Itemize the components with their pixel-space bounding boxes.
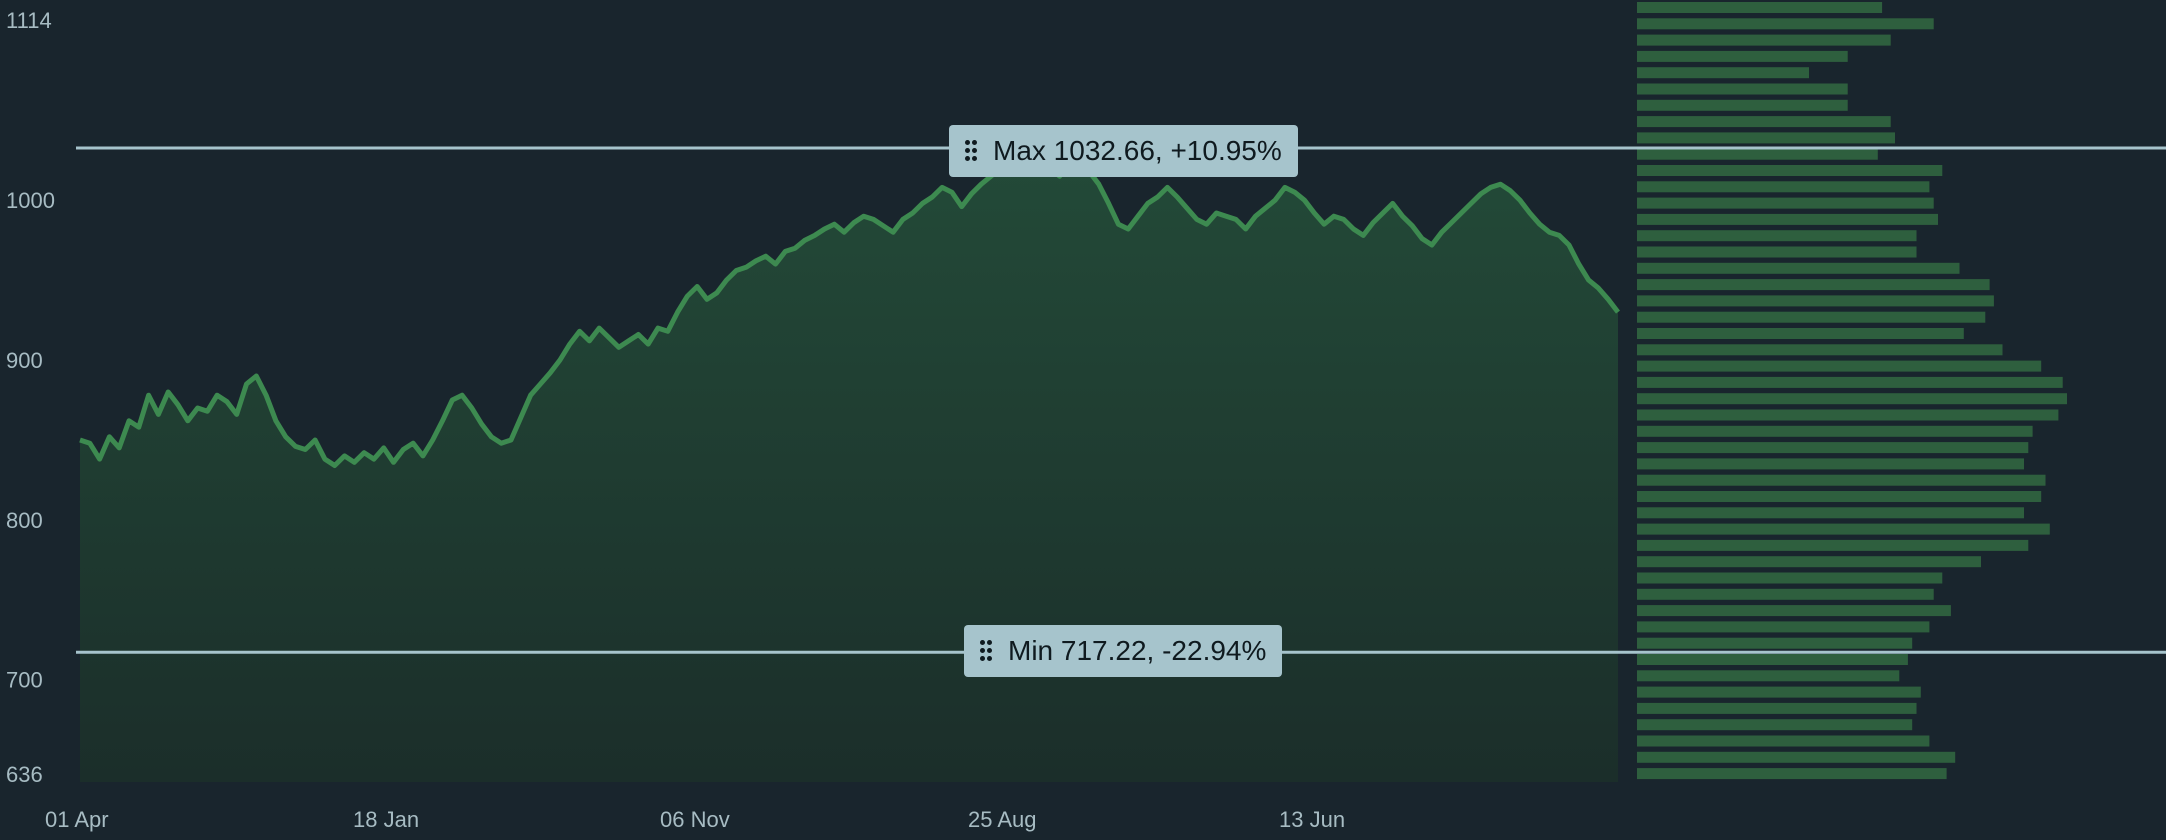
histogram-bar [1637,99,1848,111]
histogram-bar [1637,18,1934,30]
y-tick-label: 636 [6,762,43,787]
histogram-bar [1637,670,1900,682]
histogram-bar [1637,116,1891,128]
histogram-bar [1637,523,2050,535]
histogram-bar [1637,735,1930,747]
x-tick-label: 06 Nov [660,807,730,832]
histogram-bar [1637,165,1943,176]
y-tick-label: 700 [6,668,43,693]
series-line [79,149,1620,468]
histogram-bar [1637,2,1883,13]
histogram-bar [1637,34,1891,46]
x-tick-label: 25 Aug [968,807,1037,832]
histogram-bar [1637,588,1934,600]
y-tick-label: 900 [6,348,43,373]
histogram-bar [1637,328,1964,339]
min-reference-text: Min 717.22, -22.94% [1008,635,1267,666]
histogram-bar [1637,686,1921,698]
y-tick-label: 1114 [6,8,52,33]
histogram-bar [1637,393,2067,405]
histogram-bar [1637,311,1986,323]
histogram-bar [1637,262,1960,274]
histogram-bar [1637,425,2033,437]
histogram-bar [1637,719,1913,731]
histogram-bar [1637,213,1938,225]
drag-handle-icon[interactable] [965,140,977,162]
histogram-bar [1637,148,1878,160]
y-tick-label: 800 [6,508,43,533]
min-reference-label[interactable]: Min 717.22, -22.94% [964,625,1283,677]
max-reference-text: Max 1032.66, +10.95% [993,135,1282,166]
histogram-bar [1637,637,1913,649]
histogram-bar [1637,507,2024,519]
series-area [80,152,1618,783]
histogram-bar [1637,768,1947,780]
histogram-bar [1637,409,2059,421]
drag-handle-icon[interactable] [980,640,992,662]
histogram-bar [1637,702,1917,714]
histogram-bar [1637,539,2029,551]
histogram-bar [1637,556,1981,568]
histogram-bar [1637,344,2003,356]
histogram-bar [1637,295,1994,307]
histogram-bar [1637,376,2063,388]
y-tick-label: 1000 [6,188,55,213]
histogram-bar [1637,181,1930,193]
histogram-bar [1637,246,1917,258]
histogram-bar [1637,360,2042,372]
histogram-bar [1637,50,1848,62]
histogram-bar [1637,279,1990,291]
histogram-bar [1637,458,2024,470]
histogram-bar [1637,442,2029,454]
x-tick-label: 13 Jun [1279,807,1345,832]
histogram-bar [1637,83,1848,95]
histogram-bar [1637,605,1951,617]
histogram-bar [1637,491,2042,502]
x-tick-label: 18 Jan [353,807,419,832]
histogram-bar [1637,751,1956,763]
max-reference-label[interactable]: Max 1032.66, +10.95% [949,125,1298,177]
histogram-bar [1637,230,1917,242]
histogram-bar [1637,621,1930,633]
histogram-bar [1637,197,1934,209]
histogram-bar [1637,67,1809,79]
x-tick-label: 01 Apr [45,807,109,832]
histogram-bar [1637,654,1908,665]
histogram-bar [1637,132,1895,144]
histogram-bar [1637,572,1943,584]
histogram-bar [1637,474,2046,486]
